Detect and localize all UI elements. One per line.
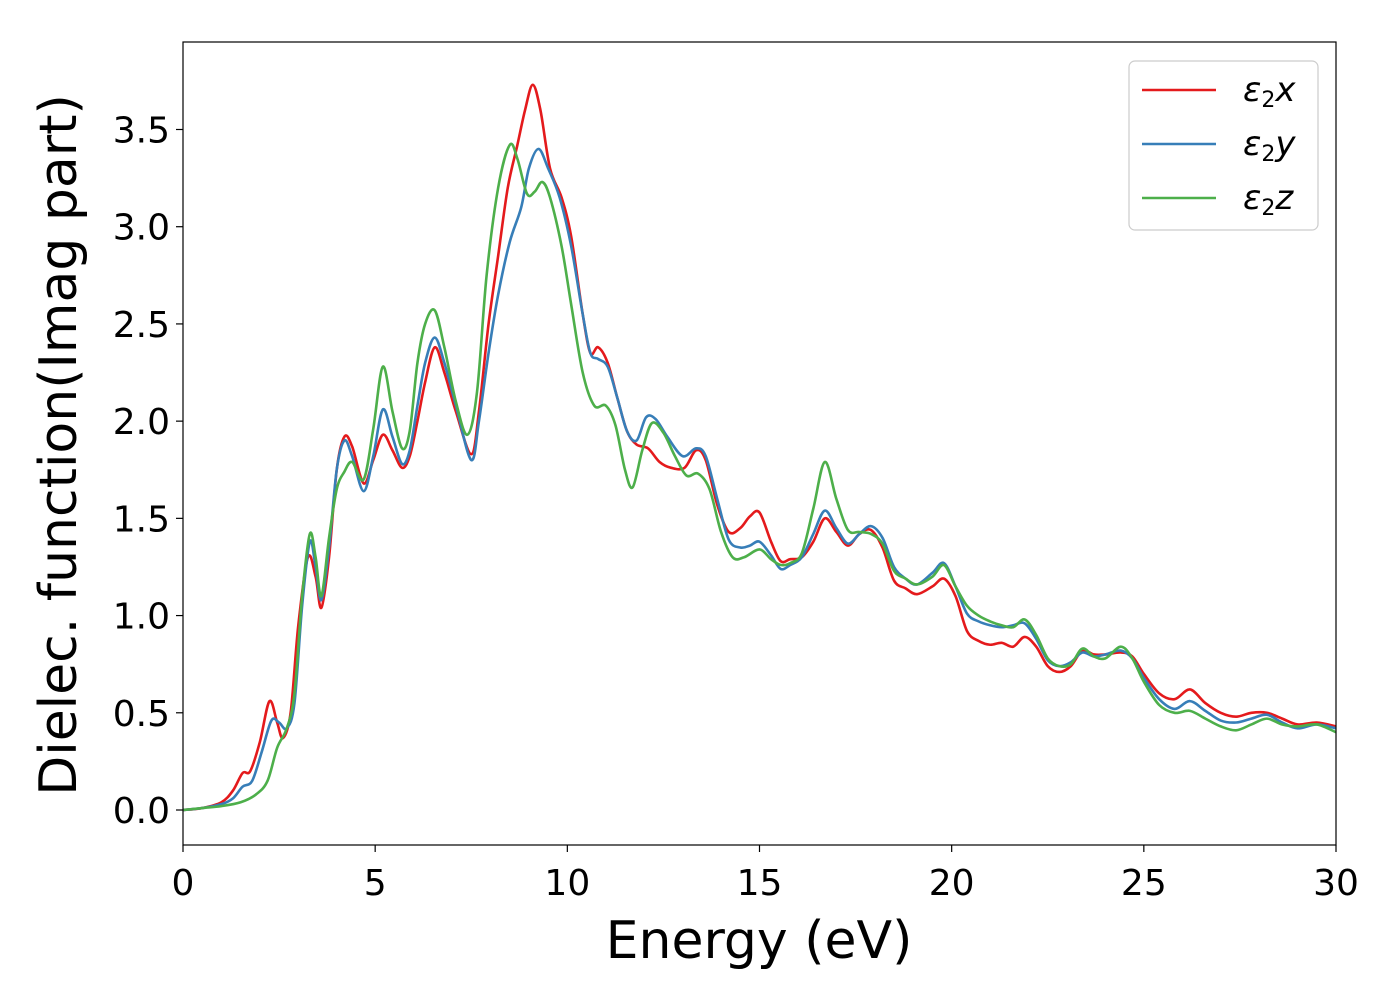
y-tick-label: 0.0 <box>113 791 170 832</box>
y-tick-label: 1.5 <box>113 499 170 540</box>
y-tick-label: 0.5 <box>113 694 170 735</box>
series-layer <box>183 83 1336 812</box>
y-tick-label: 3.0 <box>113 208 170 249</box>
x-tick-label: 20 <box>929 863 975 904</box>
x-tick-label: 15 <box>737 863 783 904</box>
legend-label-z: ε2z <box>1243 178 1294 221</box>
x-tick-label: 10 <box>544 863 590 904</box>
y-tick-label: 2.5 <box>113 305 170 346</box>
y-tick-label: 2.0 <box>113 402 170 443</box>
legend-box <box>1128 60 1319 231</box>
legend: ε2x ε2y ε2z <box>1128 60 1319 231</box>
x-tick-label: 25 <box>1121 863 1167 904</box>
series-line-z <box>183 142 1336 812</box>
y-axis: 0.0 0.5 1.0 1.5 2.0 2.5 3.0 3.5 <box>113 110 183 832</box>
x-tick-label: 5 <box>364 863 387 904</box>
x-axis-label: Energy (eV) <box>606 911 913 971</box>
x-axis: 0 5 10 15 20 25 30 <box>172 845 1359 904</box>
y-tick-label: 3.5 <box>113 110 170 151</box>
legend-label-y: ε2y <box>1243 124 1296 167</box>
x-tick-label: 30 <box>1313 863 1359 904</box>
x-tick-label: 0 <box>172 863 195 904</box>
legend-label-x: ε2x <box>1243 70 1296 113</box>
y-tick-label: 1.0 <box>113 597 170 638</box>
series-line-y <box>183 147 1336 812</box>
y-axis-label: Dielec. function(Imag part) <box>29 94 89 796</box>
